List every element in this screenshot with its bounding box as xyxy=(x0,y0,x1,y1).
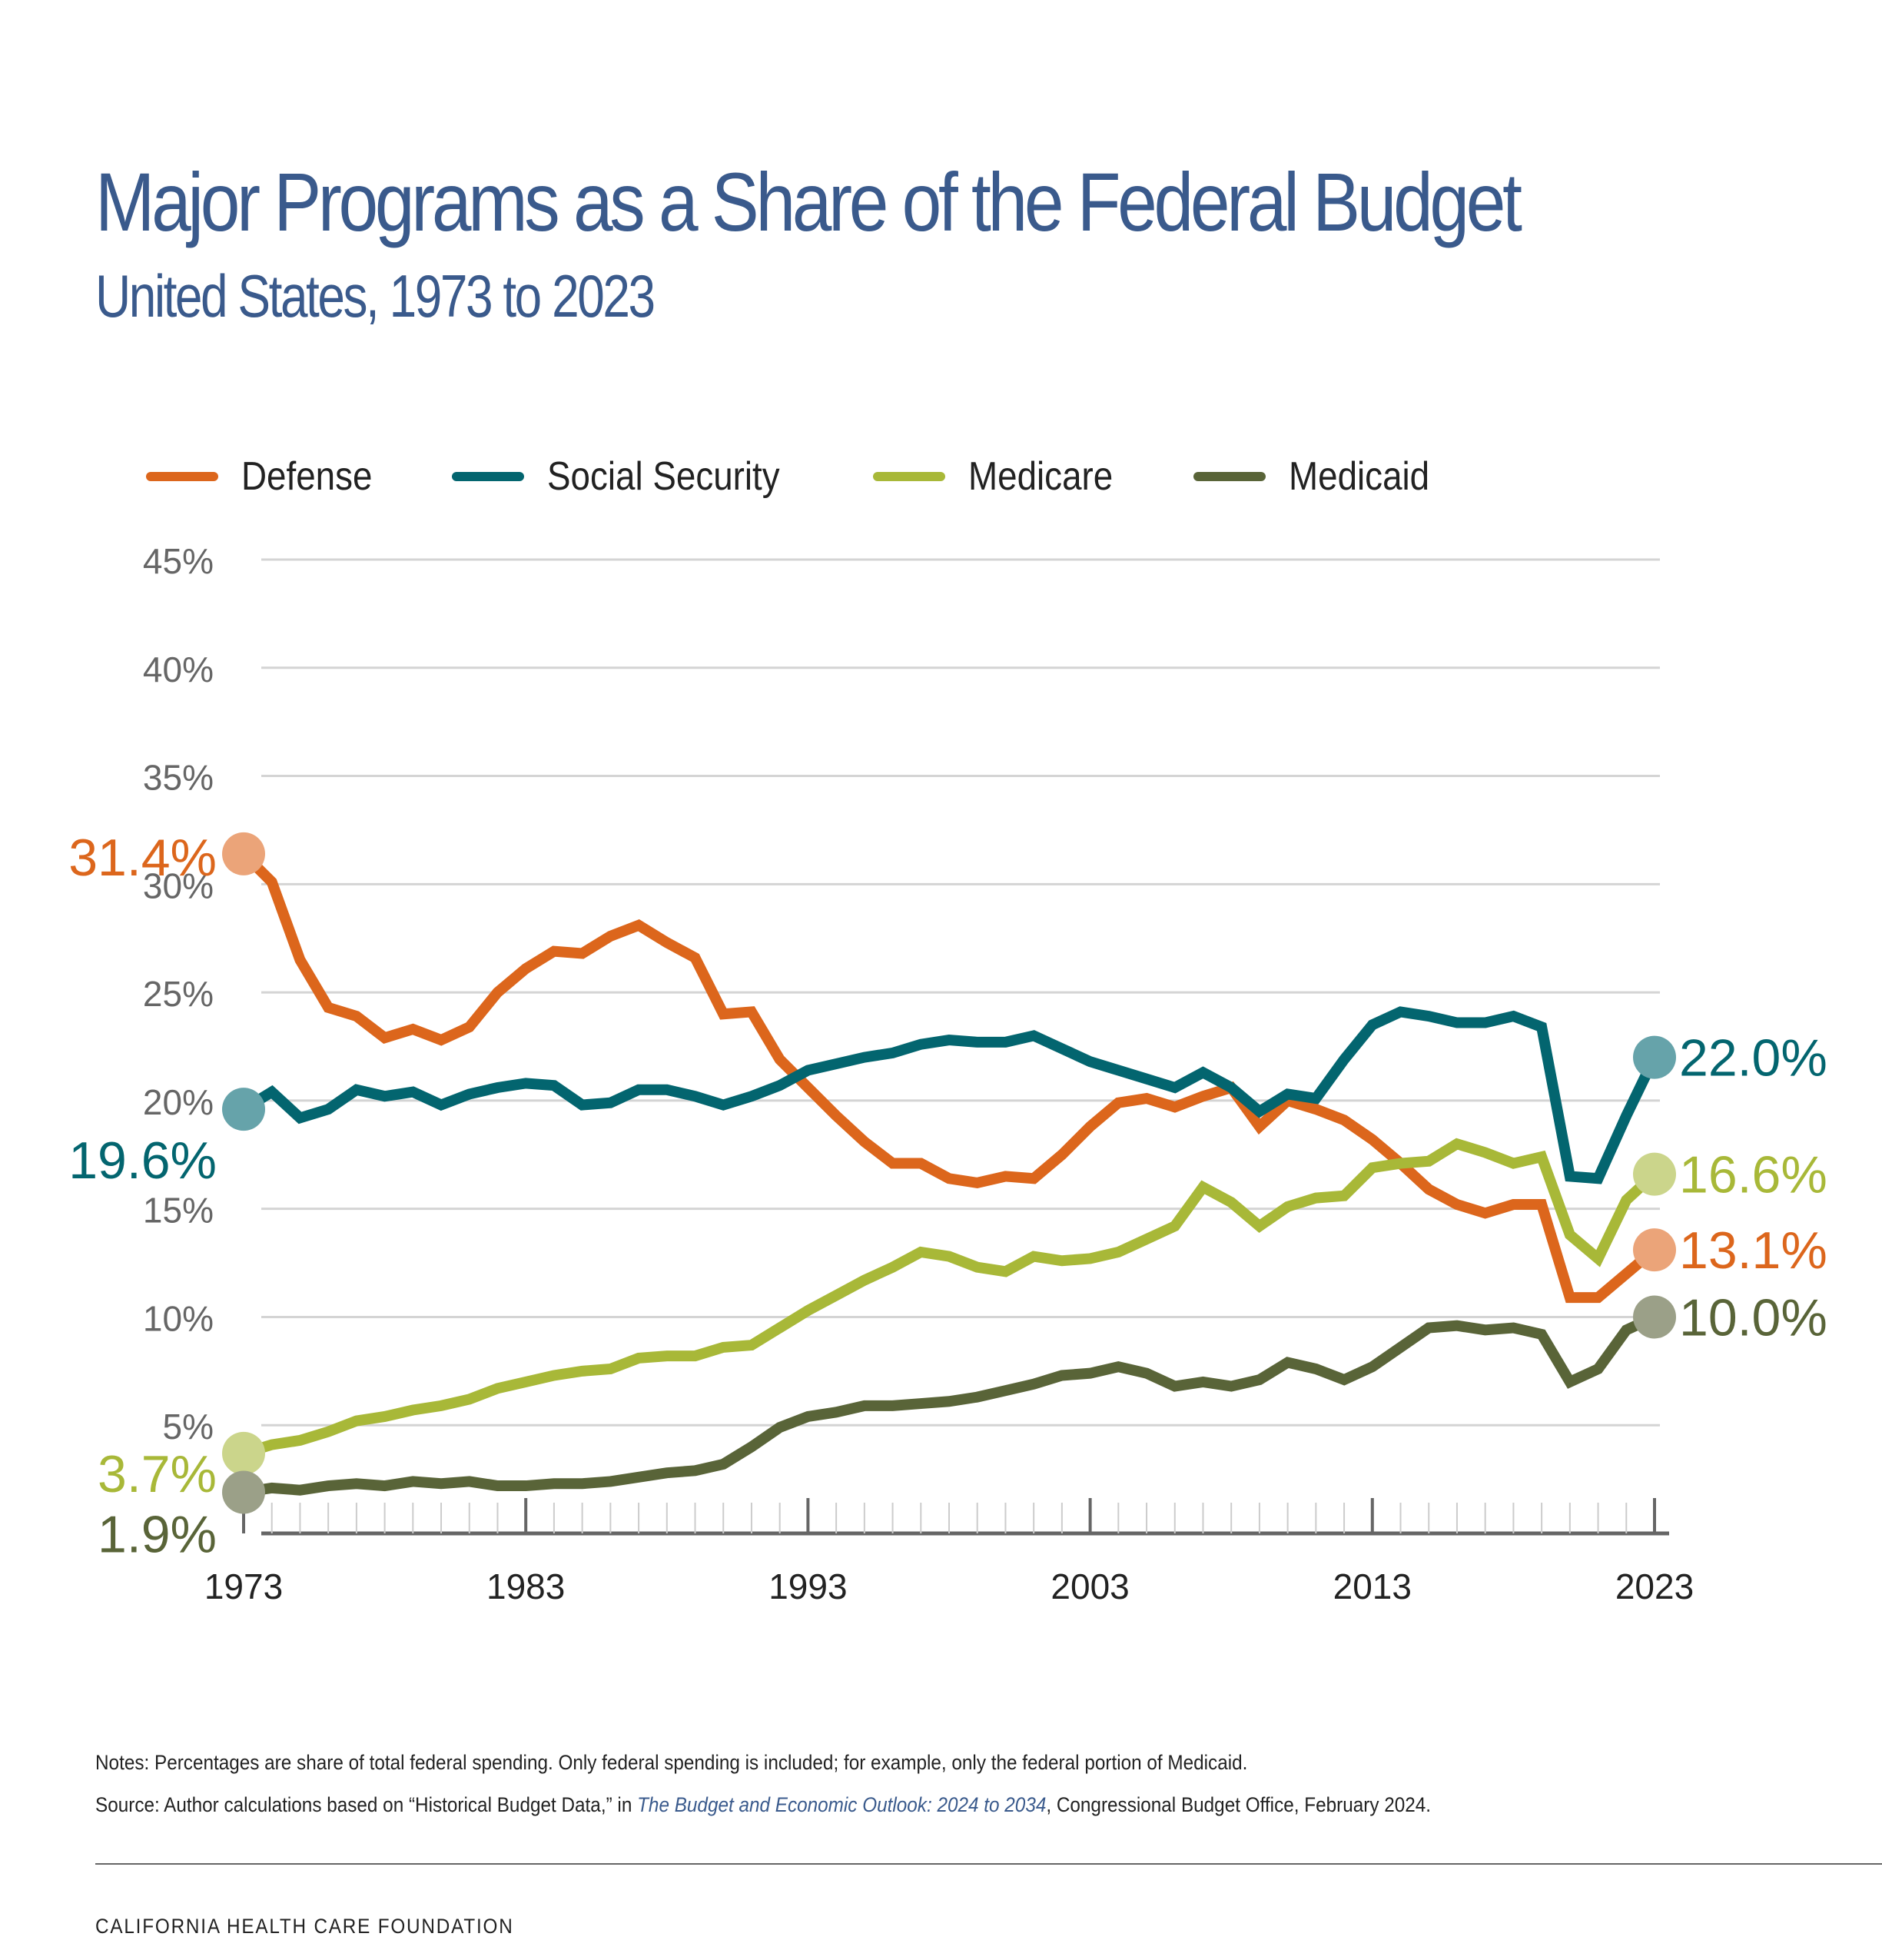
series-endpoints: 31.4% 13.1% 19.6% 22.0% 3.7% 16.6% 1.9% 10.0% xyxy=(68,829,1827,1564)
y-tick-label: 45% xyxy=(143,541,214,581)
source-text: Source: Author calculations based on “Hi… xyxy=(95,1793,1431,1817)
series-line-medicare xyxy=(241,1138,1658,1459)
gridlines xyxy=(261,558,1660,1427)
x-tick-label: 1983 xyxy=(486,1566,565,1606)
start-label-defense: 31.4% xyxy=(68,829,217,887)
start-label-social-security: 19.6% xyxy=(68,1131,217,1190)
y-tick-label: 40% xyxy=(143,649,214,689)
y-tick-label: 30% xyxy=(143,865,214,905)
end-label-defense: 13.1% xyxy=(1679,1221,1827,1280)
legend-label-medicare: Medicare xyxy=(968,454,1113,499)
legend-swatch-medicaid xyxy=(1193,472,1266,481)
legend-item-defense: Defense xyxy=(146,453,390,500)
end-point-medicaid xyxy=(1633,1295,1676,1339)
x-tick-label: 2013 xyxy=(1333,1566,1412,1606)
end-point-social-security xyxy=(1633,1035,1676,1079)
start-label-medicaid: 1.9% xyxy=(98,1506,217,1564)
y-tick-label: 10% xyxy=(143,1298,214,1338)
start-point-defense xyxy=(222,832,265,875)
start-label-medicare: 3.7% xyxy=(98,1445,217,1503)
series-line-defense xyxy=(240,849,1658,1304)
legend-label-medicaid: Medicaid xyxy=(1289,454,1430,499)
series-lines xyxy=(240,849,1660,1498)
y-tick-label: 5% xyxy=(163,1407,214,1447)
end-label-social-security: 22.0% xyxy=(1679,1029,1827,1088)
x-tick-label: 1993 xyxy=(768,1566,847,1606)
chart-subtitle: United States, 1973 to 2023 xyxy=(95,262,656,330)
x-tick-label: 2003 xyxy=(1051,1566,1129,1606)
start-point-social-security xyxy=(222,1088,265,1131)
legend-label-social-security: Social Security xyxy=(546,454,780,499)
end-point-medicare xyxy=(1633,1152,1676,1196)
legend-swatch-defense xyxy=(146,472,218,481)
source-suffix: , Congressional Budget Office, February … xyxy=(1046,1793,1432,1816)
start-point-medicaid xyxy=(222,1470,265,1514)
start-point-medicare xyxy=(222,1431,265,1475)
footer-divider xyxy=(95,1863,1882,1865)
legend-item-medicaid: Medicaid xyxy=(1193,453,1449,500)
end-point-defense xyxy=(1633,1228,1676,1272)
source-title: The Budget and Economic Outlook: 2024 to… xyxy=(637,1793,1047,1816)
line-chart: 5% 10% 15% 20% 25% 30% 35% 40% 45% 1973 1983 1993 2… xyxy=(68,541,1827,1606)
legend-label-defense: Defense xyxy=(241,454,373,499)
legend: Defense Social Security Medicare Medicai… xyxy=(146,453,1511,500)
series-line-medicaid xyxy=(242,1312,1657,1498)
end-label-medicare: 16.6% xyxy=(1679,1146,1827,1204)
y-tick-label: 25% xyxy=(143,974,214,1014)
notes-text: Notes: Percentages are share of total fe… xyxy=(95,1751,1248,1774)
legend-item-social-security: Social Security xyxy=(451,453,812,500)
x-axis: 1973 1983 1993 2003 2013 2023 xyxy=(204,1498,1694,1606)
y-tick-label: 35% xyxy=(143,758,214,798)
end-label-medicaid: 10.0% xyxy=(1679,1288,1827,1347)
y-axis-ticks: 5% 10% 15% 20% 25% 30% 35% 40% 45% xyxy=(143,541,214,1447)
legend-swatch-social-security xyxy=(451,472,524,481)
series-line-social-security xyxy=(241,1006,1660,1184)
y-tick-label: 20% xyxy=(143,1082,214,1122)
source-prefix: Source: Author calculations based on “Hi… xyxy=(95,1793,638,1816)
x-tick-label: 2023 xyxy=(1615,1566,1694,1606)
x-tick-label: 1973 xyxy=(204,1566,283,1606)
footer-org: CALIFORNIA HEALTH CARE FOUNDATION xyxy=(95,1915,514,1938)
chart-title: Major Programs as a Share of the Federal… xyxy=(95,155,1522,248)
y-tick-label: 15% xyxy=(143,1191,214,1231)
legend-swatch-medicare xyxy=(872,472,945,481)
legend-item-medicare: Medicare xyxy=(872,453,1133,500)
